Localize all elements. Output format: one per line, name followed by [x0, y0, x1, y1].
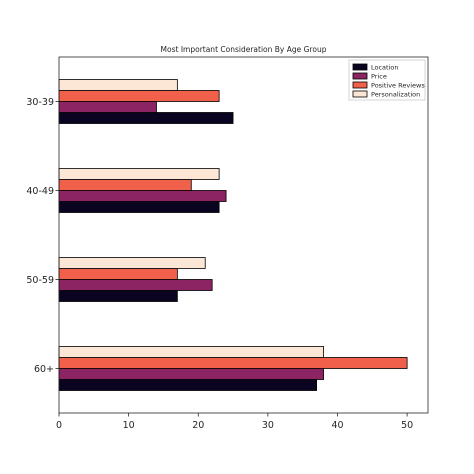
chart-title: Most Important Consideration By Age Grou… — [161, 45, 327, 54]
bars — [58, 79, 408, 391]
bar — [58, 357, 408, 369]
x-tick-label: 30 — [262, 420, 274, 431]
x-tick-label: 0 — [56, 420, 62, 431]
bar — [58, 79, 178, 91]
bar — [58, 279, 213, 291]
x-axis: 0 10 20 30 40 50 — [56, 413, 413, 431]
legend-label: Price — [371, 73, 387, 81]
bar — [58, 346, 324, 358]
bar — [58, 290, 178, 302]
x-tick-label: 40 — [331, 420, 343, 431]
y-tick-label: 60+ — [34, 364, 54, 375]
bar — [58, 268, 178, 280]
legend-label: Positive Reviews — [371, 82, 425, 90]
y-tick-label: 40-49 — [26, 186, 54, 197]
bar — [58, 168, 220, 180]
legend-swatch — [352, 90, 368, 98]
bar — [58, 257, 206, 269]
bar — [58, 101, 157, 113]
y-tick-label: 30-39 — [26, 97, 54, 108]
legend-label: Personalization — [371, 91, 420, 99]
bar — [58, 379, 318, 391]
bar — [58, 90, 220, 102]
y-axis: 60+ 50-59 40-49 30-39 — [26, 97, 59, 375]
x-tick-label: 50 — [401, 420, 413, 431]
legend-swatch — [352, 81, 368, 89]
x-tick-label: 20 — [192, 420, 204, 431]
bar — [58, 190, 227, 202]
bar — [58, 112, 234, 124]
plot-frame — [58, 56, 429, 414]
legend-swatch — [352, 72, 368, 80]
legend-label: Location — [371, 64, 399, 72]
y-tick-label: 50-59 — [26, 275, 54, 286]
x-tick-label: 10 — [123, 420, 135, 431]
bar — [58, 179, 192, 191]
legend-swatch — [352, 63, 368, 71]
bar — [58, 201, 220, 213]
bar — [58, 368, 324, 380]
